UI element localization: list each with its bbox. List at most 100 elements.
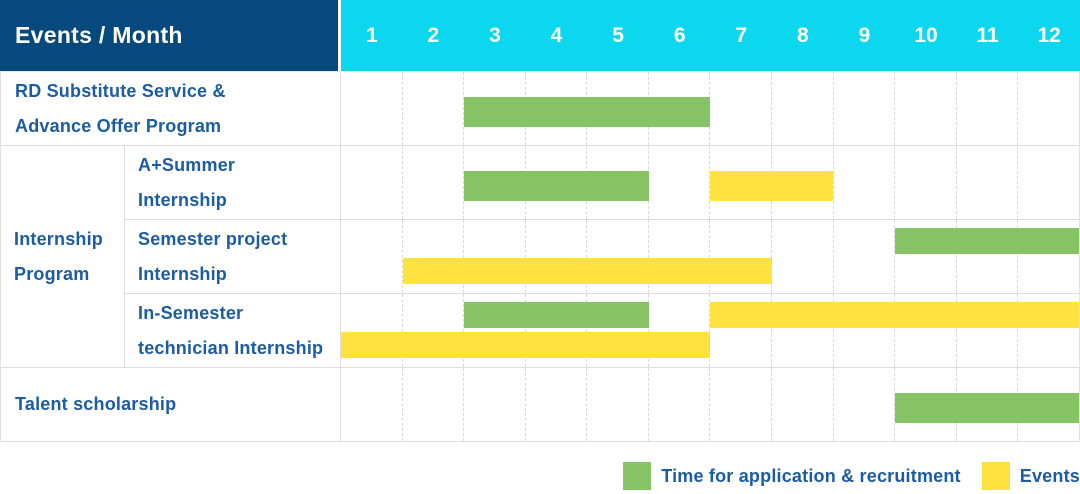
month-cell <box>834 294 896 367</box>
row-rd-substitute-service: RD Substitute Service & Advance Offer Pro… <box>1 72 1079 146</box>
legend-item-yellow: Events <box>981 462 1080 490</box>
month-cell <box>403 294 465 367</box>
month-header-cell: 11 <box>976 23 999 47</box>
month-cell <box>403 220 465 293</box>
gantt-table: Events / Month 1 2 3 4 5 6 7 8 9 10 11 12 RD Substi… <box>0 0 1080 442</box>
label-line: Internship <box>138 189 228 210</box>
month-cell <box>772 72 834 145</box>
month-cell <box>957 294 1019 367</box>
month-cell <box>341 220 403 293</box>
month-cell <box>710 220 773 293</box>
month-header-cell: 8 <box>796 23 809 47</box>
month-header-cell: 5 <box>612 23 624 47</box>
month-grid <box>341 294 1079 367</box>
row-label: Talent scholarship <box>1 368 341 441</box>
month-cell <box>957 220 1019 293</box>
legend: Time for application & recruitment Events <box>0 462 1080 490</box>
row-label: In-Semester technician Internship <box>125 294 341 367</box>
label-line: Internship <box>14 228 104 249</box>
bar-application-recruitment <box>464 97 710 127</box>
month-cell <box>403 368 465 441</box>
month-cell <box>772 220 834 293</box>
bar-events <box>710 171 833 201</box>
label-line: RD Substitute Service & <box>15 80 226 101</box>
timeline-in-semester-technician-internship <box>341 294 1079 367</box>
month-cell <box>341 368 403 441</box>
row-label: Semester project Internship <box>125 220 341 293</box>
group-rows: A+Summer Internship Semester project Intern… <box>125 146 1079 368</box>
month-header-cell: 9 <box>858 23 871 47</box>
month-cell <box>710 72 773 145</box>
label-line: Internship <box>138 263 228 284</box>
month-cell <box>957 146 1019 219</box>
month-header-cell: 7 <box>735 23 748 47</box>
label-line: Program <box>14 263 90 284</box>
month-cell <box>710 294 773 367</box>
month-cell <box>587 294 649 367</box>
bar-events <box>341 332 710 358</box>
month-cell <box>895 146 957 219</box>
month-header-cell: 10 <box>914 23 938 47</box>
row-label: A+Summer Internship <box>125 146 341 219</box>
timeline-semester-project-internship <box>341 220 1079 293</box>
month-cell <box>834 368 896 441</box>
month-cell <box>403 72 465 145</box>
row-semester-project-internship: Semester project Internship <box>125 220 1079 294</box>
row-talent-scholarship: Talent scholarship <box>1 368 1079 442</box>
month-cell <box>1018 72 1079 145</box>
month-header-row: 1 2 3 4 5 6 7 8 9 10 11 12 <box>341 0 1080 71</box>
bar-application-recruitment <box>464 171 649 201</box>
bar-events <box>402 258 772 284</box>
month-cell <box>834 220 896 293</box>
group-internship-program: Internship Program A+Summer Internship Semes… <box>1 146 1079 368</box>
month-header-cell: 4 <box>550 23 563 47</box>
month-cell <box>1018 146 1079 219</box>
month-cell <box>649 220 711 293</box>
month-cell <box>895 294 957 367</box>
month-cell <box>526 220 588 293</box>
month-header-cell: 2 <box>427 23 440 47</box>
month-cell <box>649 294 711 367</box>
month-cell <box>587 220 649 293</box>
month-cell <box>649 368 711 441</box>
month-header-cell: 12 <box>1037 23 1061 47</box>
row-in-semester-technician-internship: In-Semester technician Internship <box>125 294 1079 368</box>
row-a-plus-summer-internship: A+Summer Internship <box>125 146 1079 220</box>
bar-application-recruitment <box>464 302 649 328</box>
label-line: A+Summer <box>138 154 236 175</box>
month-cell <box>772 368 834 441</box>
legend-swatch-green <box>623 462 652 490</box>
row-label: RD Substitute Service & Advance Offer Pro… <box>1 72 341 145</box>
month-header-cell: 6 <box>673 23 686 47</box>
month-cell <box>834 72 896 145</box>
label-line: Semester project <box>138 228 288 249</box>
bar-application-recruitment <box>894 228 1079 254</box>
label-line: Advance Offer Program <box>15 115 222 136</box>
events-month-header: Events / Month <box>0 0 341 71</box>
month-cell <box>587 368 649 441</box>
label-line: In-Semester <box>138 302 244 323</box>
month-cell <box>772 146 834 219</box>
month-cell <box>526 368 588 441</box>
bar-application-recruitment <box>894 393 1079 423</box>
month-cell <box>895 220 957 293</box>
header-row: Events / Month 1 2 3 4 5 6 7 8 9 10 11 12 <box>0 0 1080 71</box>
month-cell <box>403 146 465 219</box>
month-grid <box>341 72 1079 145</box>
month-cell <box>341 146 403 219</box>
month-cell <box>464 368 526 441</box>
label-line: technician Internship <box>138 337 324 358</box>
bar-events <box>710 302 1079 328</box>
month-cell <box>772 294 834 367</box>
month-cell <box>895 72 957 145</box>
month-header-cell: 3 <box>489 23 501 47</box>
month-cell <box>649 146 711 219</box>
legend-label: Events <box>1019 465 1080 486</box>
timeline-rd-substitute-service <box>341 72 1079 145</box>
timeline-talent-scholarship <box>341 368 1079 441</box>
month-cell <box>957 72 1019 145</box>
month-cell <box>710 368 773 441</box>
legend-label: Time for application & recruitment <box>661 465 961 486</box>
timeline-a-plus-summer-internship <box>341 146 1079 219</box>
group-label: Internship Program <box>1 146 125 368</box>
